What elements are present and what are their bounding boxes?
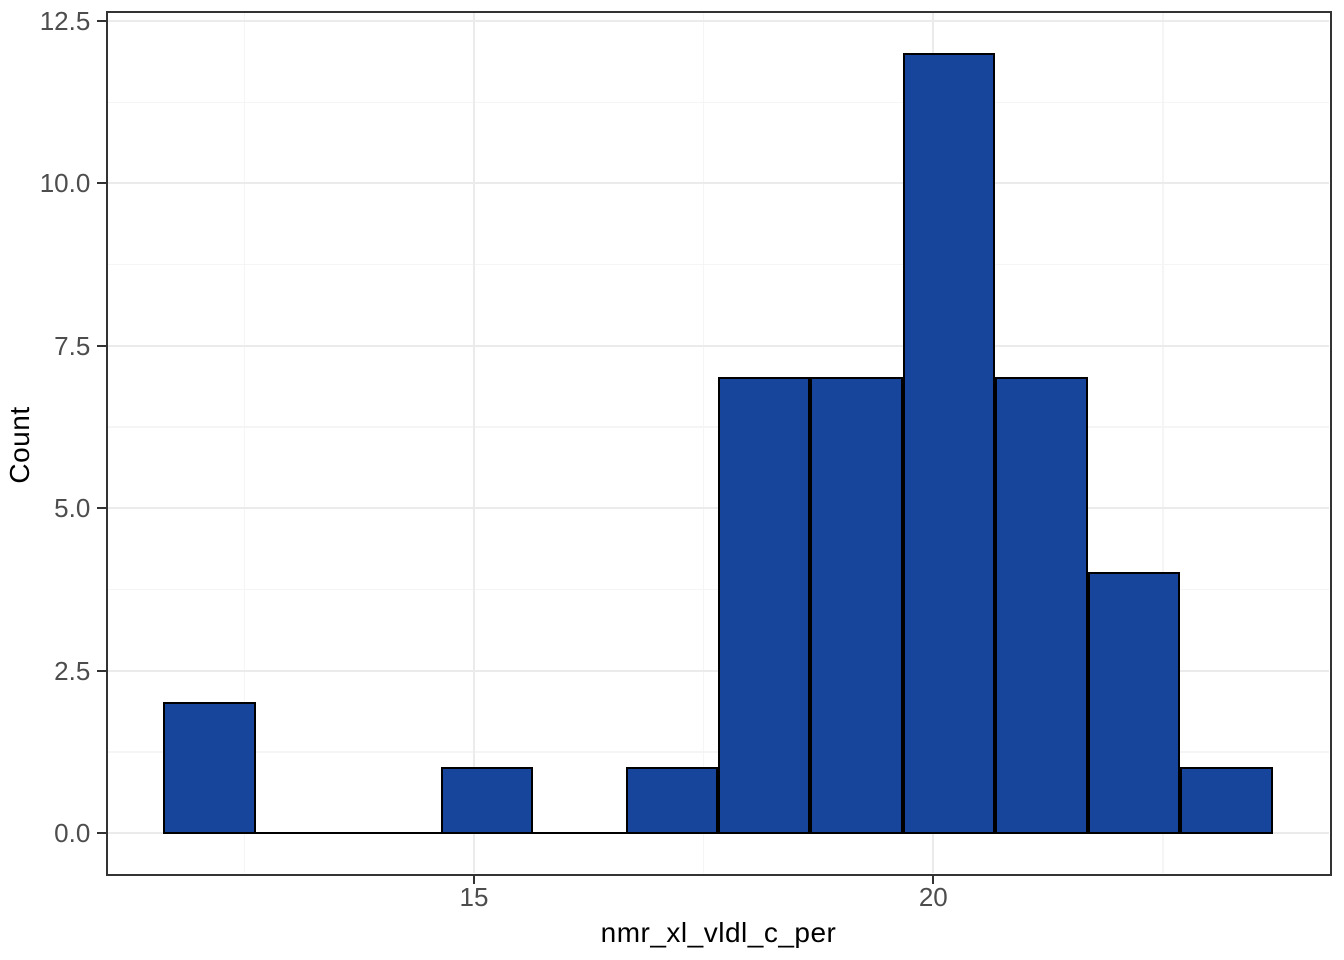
x-minor-gridline bbox=[243, 13, 246, 874]
x-axis-title: nmr_xl_vldl_c_per bbox=[600, 917, 837, 948]
y-major-gridline bbox=[108, 20, 1330, 23]
y-axis-tick bbox=[97, 832, 107, 835]
y-tick-label: 10.0 bbox=[39, 168, 91, 199]
y-tick-label: 5.0 bbox=[54, 493, 91, 524]
x-axis-tick bbox=[932, 875, 935, 885]
histogram-bar bbox=[1180, 767, 1273, 835]
y-axis-tick bbox=[97, 344, 107, 347]
y-tick-label: 7.5 bbox=[54, 330, 91, 361]
histogram-bar bbox=[163, 702, 256, 835]
y-major-gridline bbox=[108, 344, 1330, 347]
y-minor-gridline bbox=[108, 101, 1330, 104]
y-tick-label: 0.0 bbox=[54, 818, 91, 849]
histogram-empty-bin bbox=[533, 832, 626, 835]
x-tick-label: 20 bbox=[918, 882, 948, 913]
y-axis-tick bbox=[97, 20, 107, 23]
x-tick-label: 15 bbox=[459, 882, 489, 913]
y-axis-tick bbox=[97, 669, 107, 672]
x-minor-gridline bbox=[702, 13, 705, 874]
histogram-empty-bin bbox=[255, 832, 349, 835]
histogram-bar bbox=[810, 377, 903, 835]
y-axis-tick bbox=[97, 182, 107, 185]
histogram-bar bbox=[995, 377, 1088, 835]
histogram-bar bbox=[902, 52, 996, 835]
histogram-empty-bin bbox=[348, 832, 441, 835]
y-axis-title: Count bbox=[4, 406, 35, 484]
histogram-bar bbox=[625, 767, 718, 835]
y-minor-gridline bbox=[108, 263, 1330, 266]
histogram-bar bbox=[717, 377, 811, 835]
x-axis-tick bbox=[472, 875, 475, 885]
x-major-gridline bbox=[472, 13, 475, 874]
y-major-gridline bbox=[108, 182, 1330, 185]
y-tick-label: 12.5 bbox=[39, 6, 91, 37]
x-minor-gridline bbox=[1162, 13, 1164, 874]
y-tick-label: 2.5 bbox=[54, 655, 91, 686]
y-axis-tick bbox=[97, 507, 107, 510]
histogram-bar bbox=[440, 767, 534, 835]
histogram-bar bbox=[1087, 572, 1181, 835]
